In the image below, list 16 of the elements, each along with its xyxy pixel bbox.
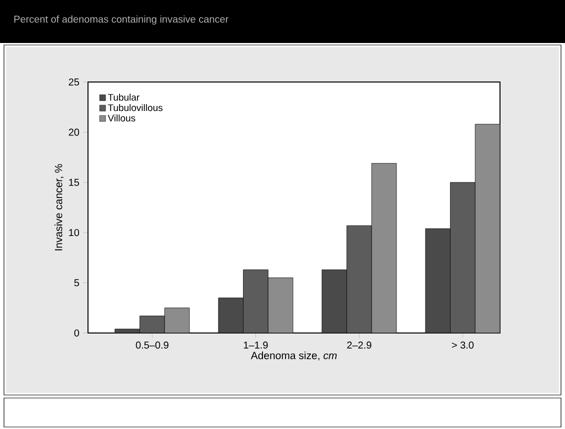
legend-label: Tubular xyxy=(108,94,140,101)
x-tick-label: 2–2.9 xyxy=(347,342,372,349)
legend-label: Villous xyxy=(108,114,136,122)
y-tick-label: 20 xyxy=(68,128,80,136)
y-tick-label: 10 xyxy=(69,229,80,236)
x-tick-label: 1–1.9 xyxy=(244,342,268,349)
x-tick-label: 0.5–0.9 xyxy=(136,342,168,349)
x-axis-title: Adenoma size, cm xyxy=(250,351,337,360)
legend-label: Tubulovillous xyxy=(108,104,162,112)
y-tick-label: 15 xyxy=(69,178,80,186)
y-tick-label: 25 xyxy=(68,78,80,86)
chart-title: Percent of adenomas containing invasive cancer xyxy=(14,15,228,25)
x-tick-label: > 3.0 xyxy=(452,342,474,349)
y-tick-label: 5 xyxy=(74,279,80,286)
y-tick-label: 0 xyxy=(74,329,80,337)
y-axis-title: Invasive cancer, % xyxy=(54,164,64,250)
